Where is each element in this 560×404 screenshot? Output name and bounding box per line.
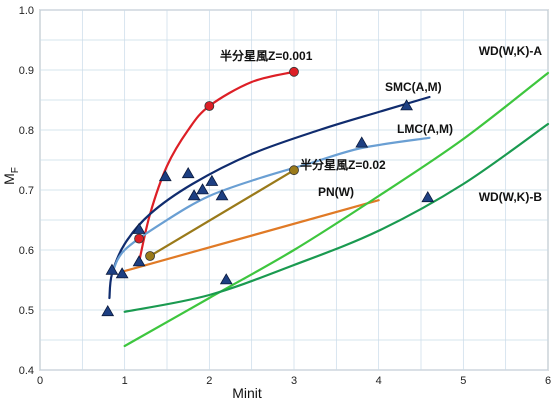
x-tick-label: 5 <box>460 375 466 387</box>
series-line <box>148 169 296 258</box>
series-line <box>123 71 550 348</box>
series-labels: 半分星風Z=0.001 SMC(A,M) LMC(A,M) 半分星風Z=0.02 PN(… <box>220 44 542 204</box>
data-point <box>205 174 219 186</box>
series-line <box>123 199 380 273</box>
data-point <box>132 222 146 234</box>
grid <box>39 9 549 371</box>
series-label: 半分星風Z=0.001 <box>220 48 313 63</box>
x-tick-label: 3 <box>291 375 297 387</box>
x-tick-label: 1 <box>122 375 128 387</box>
series-label: 半分星風Z=0.02 <box>300 157 386 172</box>
data-point <box>400 99 413 111</box>
y-tick-label: 0.9 <box>19 65 34 77</box>
data-point <box>145 251 155 261</box>
series-label: LMC(A,M) <box>397 122 453 136</box>
data-point <box>196 183 209 195</box>
data-point <box>421 190 435 203</box>
data-point <box>355 136 369 148</box>
series-label: WD(W,K)-B <box>479 190 543 204</box>
y-tick-label: 0.6 <box>19 245 34 257</box>
data-point <box>134 233 144 244</box>
axis-ticks: 0 1 2 3 4 5 6 0.4 0.5 0.6 0.7 0.8 0.9 1.0 <box>19 5 551 387</box>
y-axis-title-main: M <box>1 173 17 185</box>
x-tick-label: 6 <box>545 375 551 387</box>
series-line <box>123 122 550 313</box>
data-point <box>219 273 233 285</box>
series-label: PN(W) <box>318 185 354 199</box>
x-tick-label: 4 <box>376 375 382 387</box>
data-point <box>115 267 129 279</box>
data-point <box>181 166 195 179</box>
x-axis-title: Minit <box>232 385 262 401</box>
series-lines <box>108 70 550 348</box>
data-point <box>289 165 299 176</box>
data-point <box>101 304 115 317</box>
data-point <box>215 189 229 201</box>
series-label: SMC(A,M) <box>385 80 442 94</box>
y-tick-label: 1.0 <box>19 5 34 17</box>
data-point <box>289 66 299 77</box>
y-tick-label: 0.7 <box>19 185 34 197</box>
x-tick-label: 2 <box>206 375 212 387</box>
y-tick-label: 0.8 <box>19 125 34 137</box>
y-tick-label: 0.5 <box>19 305 34 317</box>
series-line <box>110 136 431 276</box>
y-axis-title-sub: F <box>10 167 21 173</box>
y-axis-title: MF <box>1 167 21 185</box>
series-label: WD(W,K)-A <box>479 44 543 58</box>
data-point <box>132 255 146 267</box>
y-tick-label: 0.4 <box>19 365 34 377</box>
data-point <box>105 263 119 275</box>
data-point <box>204 101 215 111</box>
data-point <box>187 189 201 201</box>
series-markers <box>101 66 435 317</box>
data-point <box>158 169 172 182</box>
x-tick-label: 0 <box>37 375 43 387</box>
